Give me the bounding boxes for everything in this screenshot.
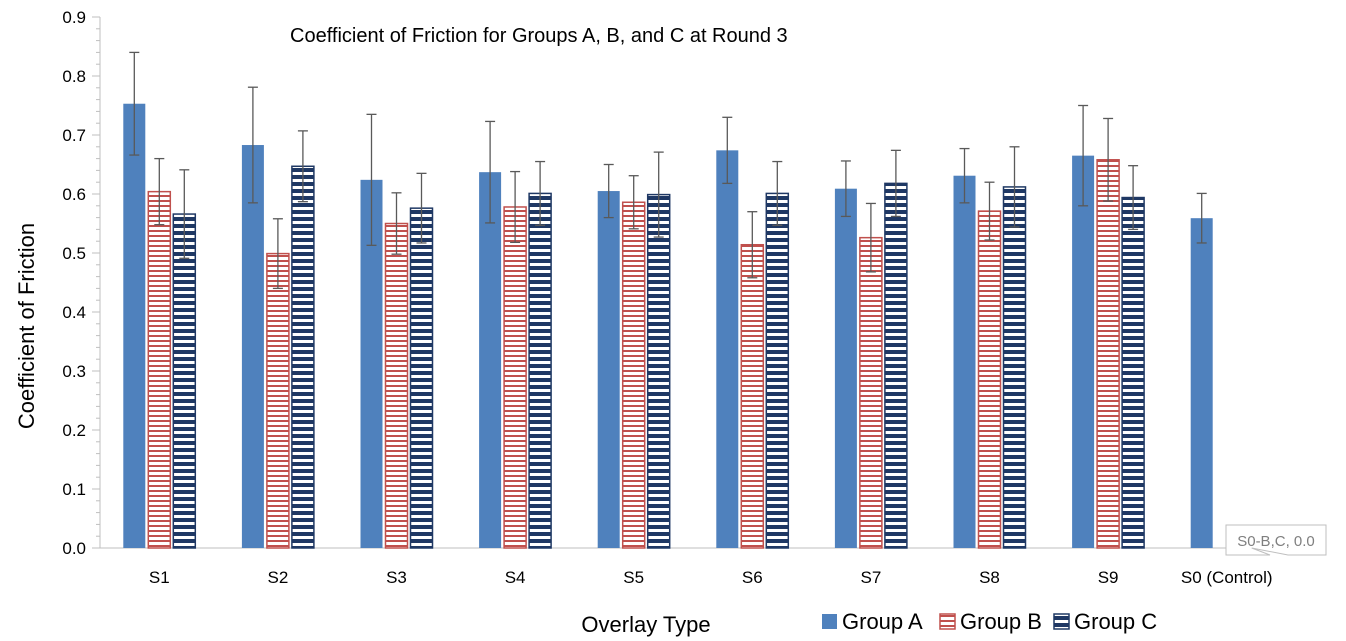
legend: Group A Group B Group C bbox=[822, 609, 1157, 634]
x-tick-label: S1 bbox=[149, 568, 170, 587]
bar-group-c-s3 bbox=[409, 207, 434, 549]
x-tick-label: S9 bbox=[1098, 568, 1119, 587]
bar-group-c-s2 bbox=[291, 165, 315, 549]
bar-group-c-s5 bbox=[646, 193, 671, 549]
y-tick-label: 0.5 bbox=[62, 244, 86, 263]
legend-label-group-b: Group B bbox=[960, 609, 1042, 634]
bar-group-a-s8 bbox=[953, 175, 976, 548]
bar-group-b-s2 bbox=[266, 252, 290, 549]
bar-group-c-s4 bbox=[528, 192, 552, 549]
bar-group-b-s8 bbox=[977, 210, 1002, 549]
error-bars bbox=[129, 51, 1207, 290]
bar-group-a-s6 bbox=[716, 150, 739, 548]
y-tick-label: 0.8 bbox=[62, 67, 86, 86]
bar-group-a-s3 bbox=[360, 179, 383, 548]
bar-group-a-s9 bbox=[1072, 155, 1095, 548]
bar-group-c-s6 bbox=[765, 192, 790, 549]
bar-group-a-s7 bbox=[834, 188, 857, 548]
y-tick-label: 0.0 bbox=[62, 539, 86, 558]
x-axis: S1 S2 S3 S4 S5 S6 S7 S8 S9 S0 (Control) bbox=[100, 547, 1286, 587]
bar-group-b-s9 bbox=[1096, 159, 1120, 549]
y-tick-label: 0.6 bbox=[62, 185, 86, 204]
y-tick-label: 0.7 bbox=[62, 126, 86, 145]
x-tick-label: S2 bbox=[268, 568, 289, 587]
legend-swatch-group-b bbox=[939, 613, 956, 630]
bar-group-b-s6 bbox=[740, 243, 765, 549]
bar-group-c-s8 bbox=[1002, 186, 1027, 549]
legend-swatch-group-c bbox=[1053, 613, 1070, 630]
x-axis-title: Overlay Type bbox=[581, 612, 710, 637]
x-tick-label: S0 (Control) bbox=[1181, 568, 1273, 587]
data-callout: S0-B,C, 0.0 bbox=[1225, 524, 1327, 556]
legend-label-group-c: Group C bbox=[1074, 609, 1157, 634]
bar-group-a-s1 bbox=[123, 103, 146, 548]
legend-label-group-a: Group A bbox=[842, 609, 923, 634]
callout-box bbox=[1225, 524, 1327, 556]
x-tick-label: S4 bbox=[505, 568, 526, 587]
y-tick-label: 0.9 bbox=[62, 8, 86, 27]
callout-label: S0-B,C, 0.0 bbox=[1237, 533, 1315, 550]
bar-group-a-s4 bbox=[479, 172, 502, 549]
bar-group-a-s2 bbox=[241, 145, 264, 548]
x-tick-label: S5 bbox=[623, 568, 644, 587]
x-tick-label: S7 bbox=[861, 568, 882, 587]
bars bbox=[123, 103, 1213, 549]
x-tick-label: S3 bbox=[386, 568, 407, 587]
bar-group-b-s1 bbox=[147, 190, 172, 549]
x-tick-label: S6 bbox=[742, 568, 763, 587]
bar-group-c-s9 bbox=[1121, 196, 1145, 549]
bar-group-c-s7 bbox=[884, 182, 908, 549]
y-tick-label: 0.1 bbox=[62, 480, 86, 499]
y-axis: 0.0 0.1 0.2 0.3 0.4 0.5 0.6 0.7 0.8 0.9 bbox=[62, 8, 101, 558]
bar-group-c-s1 bbox=[172, 213, 197, 549]
y-tick-label: 0.4 bbox=[62, 303, 86, 322]
y-tick-label: 0.2 bbox=[62, 421, 86, 440]
x-tick-label: S8 bbox=[979, 568, 1000, 587]
bar-group-a-s5 bbox=[597, 191, 620, 549]
bar-group-b-s7 bbox=[859, 236, 883, 549]
legend-swatch-group-a bbox=[822, 614, 837, 629]
bar-group-a-s0-control bbox=[1190, 218, 1213, 548]
bar-group-b-s5 bbox=[621, 201, 646, 549]
bar-group-b-s3 bbox=[384, 222, 409, 549]
y-tick-label: 0.3 bbox=[62, 362, 86, 381]
y-axis-title: Coefficient of Friction bbox=[14, 223, 39, 429]
chart-title: Coefficient of Friction for Groups A, B,… bbox=[290, 25, 788, 47]
bar-group-b-s4 bbox=[503, 206, 527, 549]
